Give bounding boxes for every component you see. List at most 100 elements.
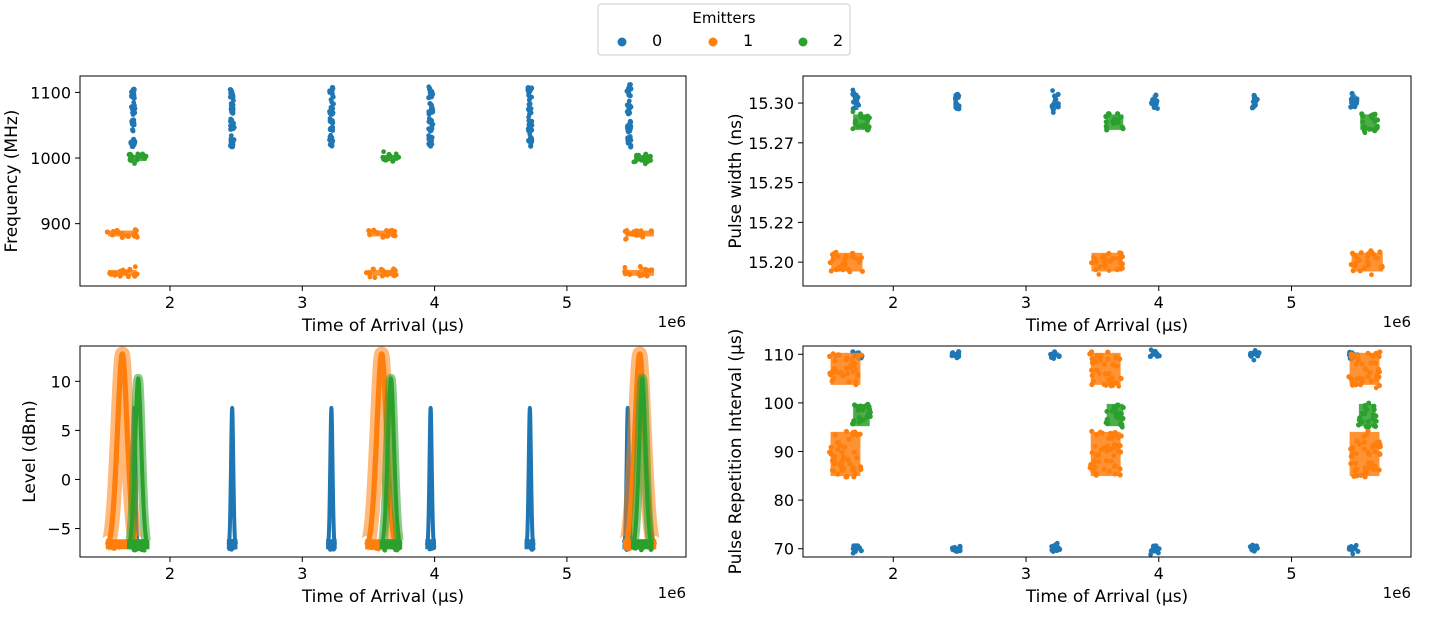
point (1350, 353, 1356, 359)
peak-level-2-2 (628, 373, 657, 553)
point (1113, 432, 1119, 438)
y-tick-label-pri: 110 (763, 345, 794, 364)
point (1357, 257, 1362, 263)
x-offset-label-level: 1e6 (658, 584, 686, 602)
point (1373, 418, 1379, 424)
point (837, 264, 843, 270)
point (843, 474, 849, 480)
point (1377, 451, 1383, 457)
point (1348, 104, 1354, 110)
series-freq-1 (104, 227, 655, 281)
cluster-pri-0-2 (1049, 540, 1063, 554)
point (130, 112, 136, 117)
point (832, 358, 838, 364)
cluster-freq-0-22 (624, 118, 634, 135)
point (1115, 402, 1121, 408)
point (1116, 383, 1122, 389)
point (367, 270, 373, 276)
point (1120, 126, 1126, 132)
point (381, 149, 386, 155)
point (1118, 375, 1124, 382)
point (854, 544, 859, 550)
point (851, 474, 857, 480)
point (1054, 547, 1060, 554)
point (850, 109, 856, 115)
point (330, 110, 336, 116)
series-pw-2 (850, 109, 1381, 136)
point (1349, 90, 1355, 97)
point (1089, 356, 1095, 362)
legend-title: Emitters (692, 9, 755, 27)
series-freq-0 (128, 82, 634, 150)
point (1368, 378, 1374, 384)
legend: Emitters 0 1 2 (597, 3, 851, 56)
point (843, 428, 850, 435)
cluster-freq-2-1 (380, 149, 402, 164)
point (1110, 119, 1116, 125)
point (1106, 250, 1112, 257)
point (369, 545, 375, 551)
point (1354, 466, 1360, 472)
point (1362, 265, 1368, 271)
point (1112, 463, 1118, 469)
point (1365, 254, 1371, 260)
point (1248, 353, 1254, 359)
cluster-freq-0-23 (625, 134, 634, 150)
cluster-freq-1-1 (107, 264, 140, 280)
point (1103, 371, 1108, 377)
point (1368, 248, 1374, 254)
point (1118, 433, 1124, 439)
point (830, 256, 836, 263)
point (127, 151, 133, 157)
point (855, 405, 861, 411)
point (845, 266, 851, 273)
cluster-pri-2-0 (850, 401, 873, 427)
cluster-freq-0-3 (128, 136, 138, 149)
cluster-freq-0-11 (327, 132, 336, 149)
point (527, 131, 533, 137)
point (330, 128, 336, 134)
x-tick-label-freq: 5 (562, 293, 572, 312)
point (835, 471, 841, 477)
point (953, 96, 958, 102)
peak-level-0-1 (226, 405, 238, 552)
cluster-freq-0-19 (526, 131, 535, 149)
point (837, 461, 843, 467)
point (330, 545, 336, 551)
point (842, 444, 848, 450)
point (1374, 125, 1380, 131)
point (1368, 360, 1374, 366)
cluster-pw-1-0 (827, 249, 866, 275)
cluster-pri-0-1 (949, 543, 963, 554)
point (426, 133, 432, 139)
point (852, 402, 858, 408)
point (953, 548, 959, 554)
point (111, 270, 116, 276)
point (1363, 367, 1369, 373)
point (851, 360, 857, 366)
y-tick-label-pw: 15.27 (748, 134, 794, 153)
point (851, 418, 857, 424)
peak-level-2-0 (124, 373, 153, 553)
point (1148, 347, 1154, 353)
point (119, 234, 125, 240)
point (1372, 448, 1378, 455)
point (835, 440, 842, 446)
point (850, 126, 856, 132)
point (1348, 461, 1354, 467)
point (628, 123, 634, 129)
axes-frame-level (79, 345, 687, 558)
point (1106, 377, 1112, 383)
y-tick-label-level: 0 (61, 470, 71, 489)
point (1364, 258, 1370, 264)
point (856, 102, 862, 108)
cluster-freq-0-10 (327, 116, 336, 134)
point (647, 153, 653, 159)
series-pw-1 (827, 248, 1385, 278)
cluster-pri-0-8 (1048, 349, 1062, 361)
point (1251, 104, 1256, 110)
point (391, 266, 397, 272)
point (1369, 352, 1375, 358)
cluster-pw-0-4 (1249, 92, 1260, 111)
point (1108, 446, 1114, 452)
